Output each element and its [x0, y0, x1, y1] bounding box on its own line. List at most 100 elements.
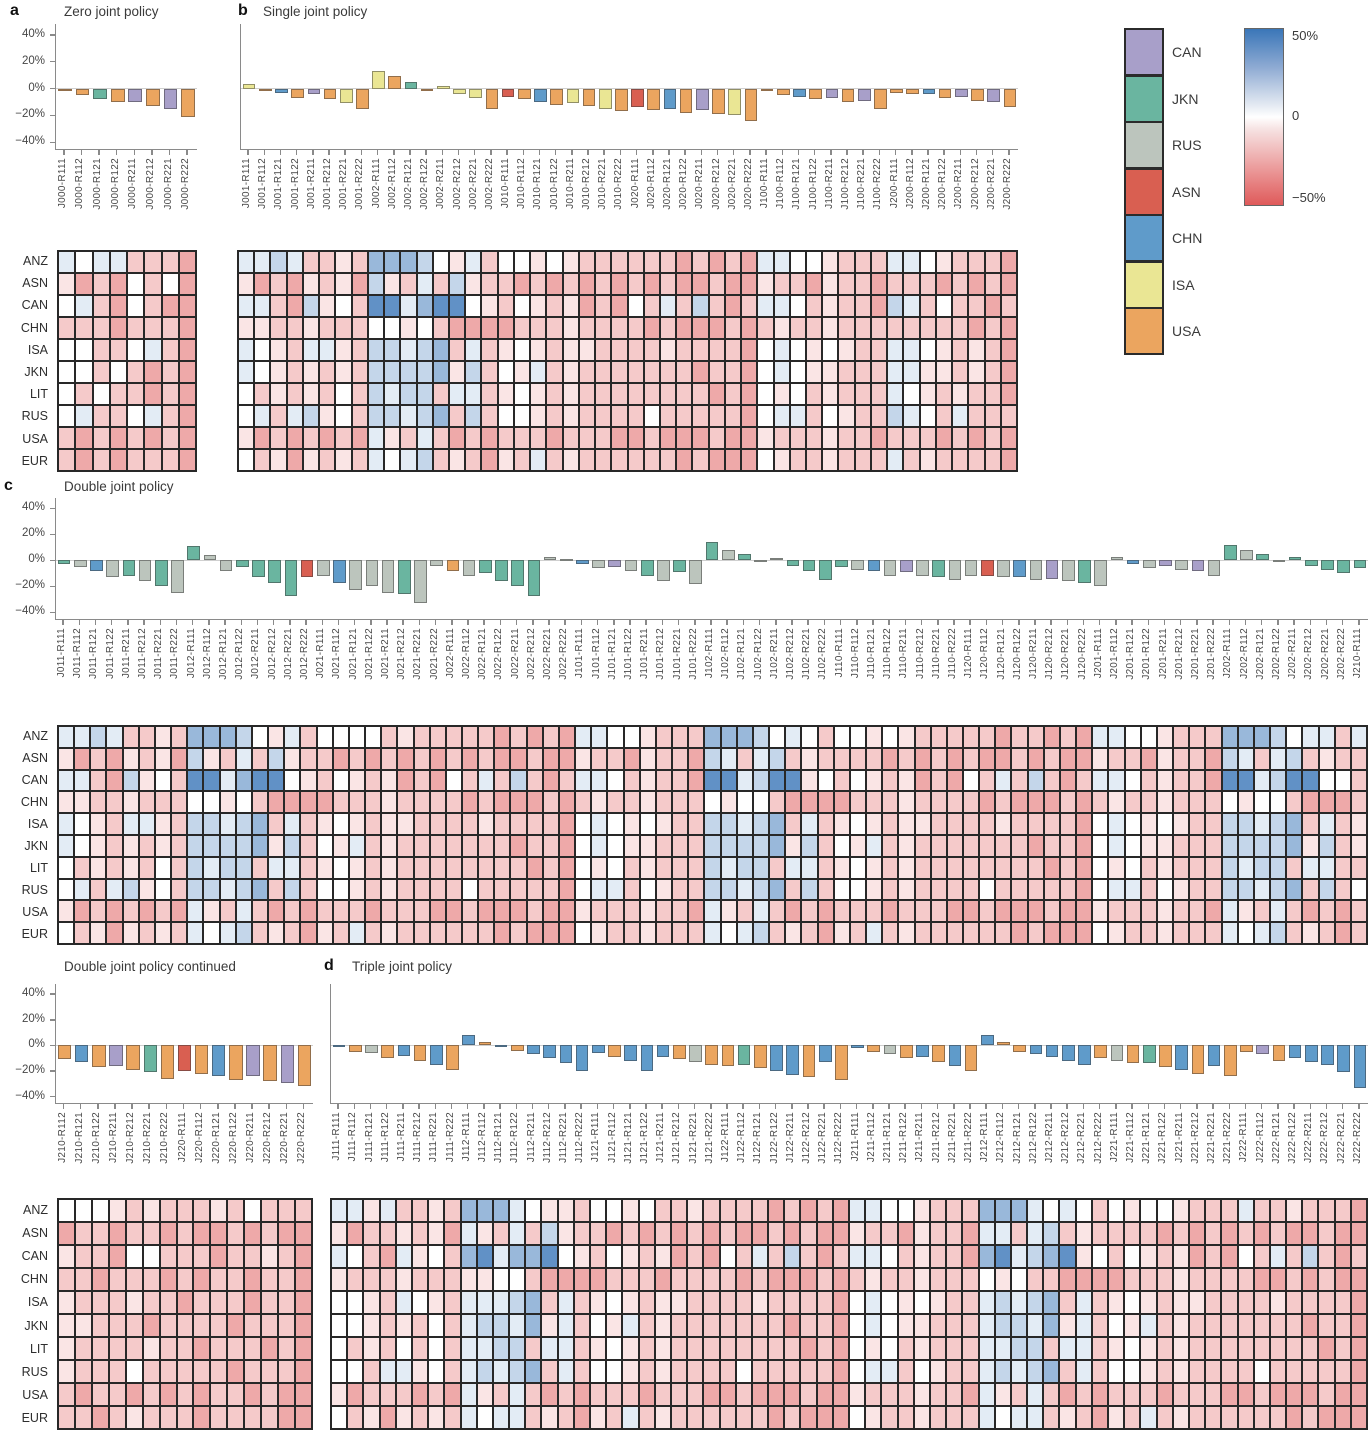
heatmap-cell-USA-J211-R212 [930, 1384, 946, 1405]
heatmap-cell-ISA-J120-R111 [963, 814, 979, 834]
heatmap-cell-ISA-J101-R122 [624, 814, 639, 834]
x-tick-mark [360, 150, 363, 155]
heatmap-cell-CAN-J002-R221 [466, 296, 481, 316]
row-label-JKN: JKN [24, 365, 48, 380]
heatmap-cell-CAN-J201-R211 [1157, 770, 1173, 791]
x-tick-label: J012-R121 [218, 628, 230, 680]
x-tick-mark [321, 620, 323, 625]
heatmap-cell-LIT-J120-R112 [980, 857, 995, 878]
heatmap-cell-JKN-J101-R121 [608, 835, 623, 856]
heatmap-cell-CHN-J200-R222 [1001, 318, 1016, 338]
heatmap-cell-ANZ-J012-R212 [269, 727, 284, 747]
heatmap-cell-USA-J120-R211 [1028, 901, 1043, 922]
heatmap-cell-CHN-J121-R211 [655, 1269, 670, 1290]
heatmap-cell-LIT-J001-R111 [239, 384, 254, 404]
x-tick-label: J222-R212 [1319, 1112, 1331, 1164]
heatmap-cell-ASN-J022-R112 [463, 748, 478, 769]
heatmap-cell-CAN-J012-R222 [301, 770, 316, 791]
heatmap-cell-CHN-J110-R222 [947, 792, 962, 813]
heatmap-cell-USA-J102-R221 [802, 901, 817, 922]
heatmap-cell-ASN-J122-R111 [720, 1223, 735, 1244]
heatmap-cell-ISA-J002-R212 [449, 340, 465, 360]
x-tick-label: J122-R112 [736, 1112, 748, 1163]
heatmap-cell-USA-J022-R112 [463, 901, 478, 922]
heatmap-cell-USA-J220-R111 [177, 1384, 193, 1405]
heatmap-cell-ANZ-J012-R122 [236, 727, 251, 747]
heatmap-cell-LIT-J120-R221 [1060, 857, 1076, 878]
heatmap-cell-RUS-J201-R121 [1125, 879, 1140, 900]
heatmap-cell-JKN-J110-R222 [947, 835, 962, 856]
heatmap-cell-JKN-J121-R111 [591, 1315, 606, 1336]
bar-J021-R212-JKN [397, 560, 411, 595]
heatmap-cell-ASN-J122-R222 [833, 1223, 848, 1244]
heatmap-cell-EUR-J000-R111 [59, 450, 75, 470]
heatmap-cell-USA-J201-R222 [1206, 901, 1221, 922]
heatmap-cell-CHN-J121-R121 [623, 1269, 638, 1290]
heatmap-cell-LIT-J201-R212 [1174, 857, 1189, 878]
heatmap-cell-CHN-J002-R211 [433, 318, 448, 338]
x-tick-mark [434, 620, 437, 625]
y-tick-mark [50, 1070, 55, 1072]
heatmap-cell-ANZ-J100-R122 [807, 252, 822, 272]
x-tick-mark [538, 150, 541, 155]
heatmap-cell-EUR-J020-R211 [693, 450, 708, 470]
heatmap-cell-CAN-J121-R211 [655, 1246, 670, 1267]
heatmap-cell-ANZ-J121-R121 [623, 1200, 638, 1221]
heatmap-cell-CAN-J112-R111 [461, 1246, 476, 1267]
heatmap-cell-ASN-J022-R111 [446, 748, 461, 769]
heatmap-cell-CHN-J022-R121 [479, 792, 494, 813]
heatmap-cell-CHN-J220-R211 [245, 1269, 261, 1290]
heatmap-cell-RUS-J020-R111 [628, 406, 643, 426]
heatmap-cell-ANZ-J010-R122 [547, 252, 562, 272]
heatmap-cell-LIT-J122-R212 [801, 1338, 816, 1359]
legend-swatch-ISA [1124, 260, 1164, 309]
heatmap-cell-ANZ-J022-R222 [559, 727, 575, 747]
x-tick-mark [98, 150, 100, 155]
heatmap-cell-USA-J002-R212 [449, 428, 465, 448]
heatmap-cell-EUR-J211-R212 [930, 1407, 946, 1428]
heatmap-cell-ANZ-J120-R112 [980, 727, 995, 747]
heatmap-cell-ANZ-J102-R122 [753, 727, 769, 747]
x-tick-label: J020-R111 [629, 158, 641, 209]
heatmap-cell-CAN-J001-R212 [320, 296, 335, 316]
heatmap-cell-LIT-J020-R122 [677, 384, 692, 404]
heatmap-cell-JKN-J000-R121 [93, 362, 109, 382]
heatmap-cell-ASN-J212-R112 [995, 1223, 1010, 1244]
heatmap-cell-ANZ-J011-R222 [172, 727, 187, 747]
heatmap-cell-ANZ-J021-R111 [317, 727, 332, 747]
x-tick-label: J012-R211 [250, 628, 262, 679]
heatmap-cell-USA-J100-R221 [855, 428, 870, 448]
heatmap-cell-CAN-J000-R111 [59, 296, 75, 316]
heatmap-cell-USA-J012-R211 [252, 901, 268, 922]
heatmap-cell-ANZ-J111-R121 [364, 1200, 379, 1221]
bar-J120-R221-RUS [1062, 560, 1075, 582]
bar-J102-R111-JKN [705, 542, 719, 561]
heatmap-cell-LIT-J001-R122 [287, 384, 302, 404]
heatmap-cell-JKN-J022-R112 [463, 835, 478, 856]
heatmap-cell-ISA-J021-R211 [382, 814, 397, 834]
heatmap-cell-ANZ-J101-R111 [576, 727, 591, 747]
heatmap-cell-LIT-J021-R112 [333, 857, 348, 878]
y-tick-mark [50, 559, 55, 562]
heatmap-cell-LIT-J011-R211 [123, 857, 138, 878]
heatmap-cell-ASN-J110-R221 [931, 748, 946, 769]
x-tick-label: J102-R221 [801, 628, 813, 680]
heatmap-cell-CAN-J102-R222 [818, 770, 833, 791]
heatmap-cell-EUR-J102-R212 [786, 923, 801, 943]
bar-J020-R121-CHN [663, 88, 677, 109]
heatmap-cell-USA-J110-R212 [915, 901, 930, 922]
bar-J110-R222-RUS [948, 560, 962, 580]
heatmap-cell-ASN-J112-R111 [461, 1223, 476, 1244]
x-tick-label: J021-R121 [347, 628, 359, 680]
heatmap-cell-RUS-J221-R121 [1141, 1361, 1156, 1382]
heatmap-cell-USA-J020-R122 [677, 428, 692, 448]
heatmap-cell-ANZ-J210-R221 [143, 1200, 159, 1221]
heatmap-cell-JKN-J020-R212 [709, 362, 724, 382]
heatmap-cell-LIT-J202-R212 [1303, 857, 1318, 878]
heatmap-cell-USA-J220-R221 [279, 1384, 295, 1405]
heatmap-cell-RUS-J002-R222 [482, 406, 497, 426]
heatmap-cell-RUS-J122-R221 [817, 1361, 832, 1382]
heatmap-cell-JKN-J011-R121 [91, 835, 106, 856]
heatmap-cell-ISA-J200-R221 [985, 340, 1000, 360]
heatmap-cell-EUR-J211-R121 [882, 1407, 897, 1428]
